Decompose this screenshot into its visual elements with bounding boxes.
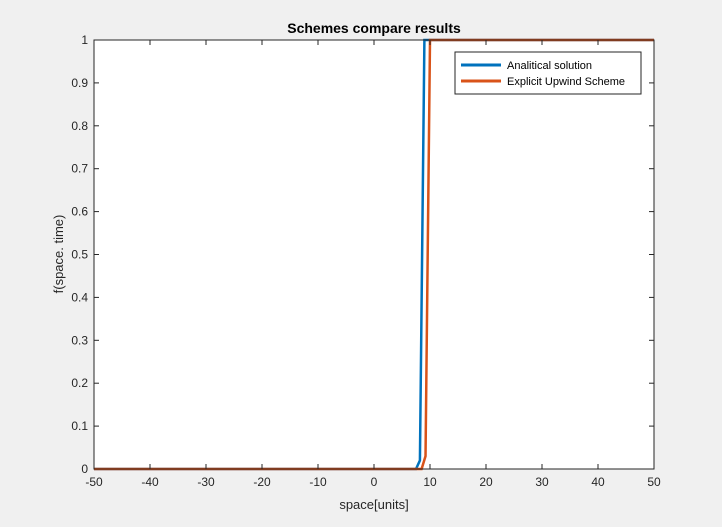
y-tick-label: 1 [81,33,88,47]
x-tick-label: -50 [85,475,103,489]
x-tick-label: -40 [141,475,159,489]
y-tick-label: 0 [81,462,88,476]
axes-box [93,39,655,470]
legend-label-analitical: Analitical solution [507,60,592,72]
plot-area [94,40,654,469]
y-tick-label: 0.2 [71,376,88,390]
x-tick-label: 50 [647,475,661,489]
y-axis-label: f(space. time) [51,215,66,294]
y-tick-label: 0.3 [71,333,88,347]
x-tick-label: -10 [309,475,327,489]
x-tick-label: -20 [253,475,271,489]
x-tick-label: 0 [371,475,378,489]
x-tick-label: -30 [197,475,215,489]
x-tick-label: 40 [591,475,605,489]
y-tick-label: 0.9 [71,76,88,90]
legend: Analitical solution Explicit Upwind Sche… [454,51,642,95]
y-tick-label: 0.4 [71,290,88,304]
y-tick-label: 0.6 [71,205,88,219]
x-tick-label: 30 [535,475,549,489]
y-tick-label: 0.1 [71,419,88,433]
y-tick-label: 0.7 [71,162,88,176]
legend-label-upwind: Explicit Upwind Scheme [507,76,625,88]
ticks-layer: -50 -40 -30 -20 -10 0 10 20 30 40 50 0 0.1 0.2 0.3 0.4 0… [71,33,661,489]
x-axis-label: space[units] [339,497,408,512]
legend-box [454,51,642,95]
chart-title: Schemes compare results [287,20,461,36]
x-tick-label: 10 [423,475,437,489]
x-tick-label: 20 [479,475,493,489]
y-tick-label: 0.5 [71,248,88,262]
y-tick-label: 0.8 [71,119,88,133]
